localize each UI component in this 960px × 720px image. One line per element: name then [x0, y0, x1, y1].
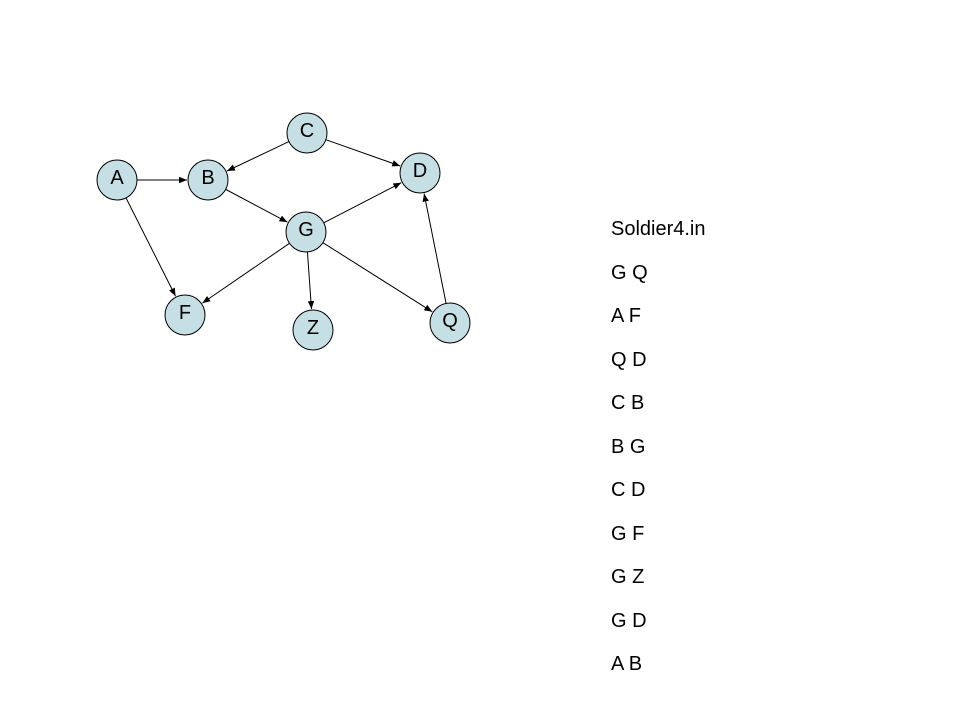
node-circle: [285, 211, 327, 253]
edge-entry: A B: [611, 653, 643, 675]
node-label: C: [300, 120, 314, 142]
edge-entry: C D: [611, 479, 646, 501]
edge-g-f: [202, 242, 290, 304]
edge-entry: G Q: [611, 261, 648, 284]
nodes: A B C D G F Z Q: [96, 112, 471, 351]
node-circle: [164, 294, 206, 336]
node-label: F: [179, 302, 191, 324]
edge-c-b: [226, 141, 290, 172]
edge-g-z: [306, 251, 315, 310]
node-circle: [292, 309, 334, 351]
node-circle: [96, 159, 138, 201]
node-label: D: [413, 160, 427, 182]
node-circle: [429, 302, 471, 344]
node-f: F: [164, 294, 206, 336]
edge-q-d: [422, 193, 447, 304]
node-a: A: [96, 159, 138, 201]
node-q: Q: [429, 302, 471, 344]
node-circle: [286, 112, 328, 154]
node-c: C: [286, 112, 328, 154]
node-z: Z: [292, 309, 334, 351]
node-label: Z: [307, 317, 319, 339]
file-name: Soldier4.in: [611, 218, 706, 240]
node-b: B: [187, 159, 229, 201]
edge-entry: G Z: [611, 566, 645, 588]
edge-a-f: [125, 197, 176, 297]
node-circle: [399, 152, 441, 194]
node-label: B: [201, 167, 214, 189]
input-listing: Soldier4.in G Q A F Q D C B B G C D G F …: [611, 215, 911, 694]
edge-entry: B G: [611, 435, 646, 458]
node-circle: [187, 159, 229, 201]
edge-g-q: [322, 242, 433, 313]
node-d: D: [399, 152, 441, 194]
edges: [125, 139, 447, 313]
edge-entry: G D: [611, 609, 647, 632]
node-label: Q: [442, 310, 458, 332]
edge-b-g: [225, 188, 288, 223]
node-label: A: [110, 167, 124, 189]
edge-g-d: [323, 182, 402, 224]
edge-entry: G F: [611, 522, 645, 545]
edge-entry: Q D: [611, 348, 647, 371]
node-label: G: [298, 219, 314, 241]
node-g: G: [285, 211, 327, 253]
edge-entry: C B: [611, 392, 645, 414]
edge-c-d: [325, 139, 401, 167]
edge-entry: A F: [611, 305, 642, 327]
